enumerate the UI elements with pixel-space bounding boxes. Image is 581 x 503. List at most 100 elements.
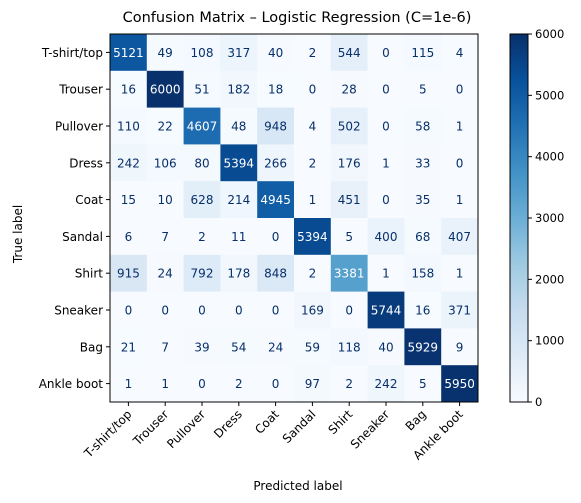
colorbar-tick-label: 1000 (535, 334, 564, 348)
plot-frame (109, 33, 479, 403)
cell-value-label: 0 (345, 304, 353, 318)
heatmap-cell (220, 328, 258, 366)
cell-value-label: 58 (415, 120, 430, 134)
heatmap-cell (183, 181, 221, 219)
y-tick-label: Sandal (62, 230, 103, 244)
cell-value-label: 22 (158, 120, 173, 134)
heatmap-cell (183, 328, 221, 366)
heatmap-cell (146, 144, 185, 182)
cell-value-label: 2 (198, 230, 206, 244)
cell-value-label: 451 (338, 193, 361, 207)
cell-value-label: 7 (161, 340, 169, 354)
heatmap-cell (294, 328, 332, 366)
heatmap-cell (367, 144, 405, 182)
heatmap-cell (330, 218, 369, 256)
cell-value-label: 10 (158, 193, 173, 207)
cell-value-label: 371 (448, 304, 471, 318)
heatmap-cell (441, 181, 479, 219)
heatmap-cell (441, 144, 479, 182)
cell-value-label: 0 (272, 230, 280, 244)
heatmap-cell (441, 328, 479, 366)
y-tick-label: Bag (80, 340, 103, 354)
y-tick-label: T-shirt/top (41, 46, 103, 60)
cell-value-label: 110 (117, 120, 140, 134)
cell-value-label: 118 (338, 340, 361, 354)
cell-value-label: 16 (121, 83, 136, 97)
heatmap-cell (367, 34, 405, 72)
heatmap-cell (330, 107, 369, 145)
cell-value-label: 3381 (334, 267, 365, 281)
cell-value-label: 2 (309, 156, 317, 170)
cell-value-label: 0 (272, 377, 280, 391)
heatmap-cell (367, 365, 405, 403)
heatmap-cell (146, 218, 185, 256)
cell-value-label: 792 (191, 267, 214, 281)
cell-value-label: 0 (198, 377, 206, 391)
cell-value-label: 6000 (150, 83, 181, 97)
cell-value-label: 6 (125, 230, 133, 244)
cell-value-label: 15 (121, 193, 136, 207)
x-tick-label: Coat (252, 407, 282, 437)
heatmap-cell (441, 291, 479, 329)
heatmap-cell (330, 365, 369, 403)
heatmap-cells (110, 34, 479, 403)
x-tick-label: Shirt (325, 407, 355, 437)
heatmap-cell (441, 365, 479, 403)
x-tick-label: Pullover (164, 407, 208, 451)
heatmap-cell (441, 70, 479, 109)
heatmap-cell (220, 144, 258, 182)
heatmap-cell (146, 70, 185, 109)
heatmap-cell (367, 254, 405, 293)
heatmap-cell (257, 144, 295, 182)
heatmap-cell-labels: 5121 49 108 317 40 2 544 0 115 416 6000 51 182 18 0 28 0… (113, 46, 475, 391)
colorbar-tick-label: 4000 (535, 150, 564, 164)
cell-value-label: 242 (375, 377, 398, 391)
heatmap-cell (441, 34, 479, 72)
heatmap-cell (404, 328, 442, 366)
heatmap-cell (146, 254, 185, 293)
y-tick-label: Sneaker (54, 304, 103, 318)
cell-value-label: 1 (382, 267, 390, 281)
heatmap-cell (294, 218, 332, 256)
heatmap-cell (367, 181, 405, 219)
heatmap-cell (146, 181, 185, 219)
cell-value-label: 502 (338, 120, 361, 134)
chart-title: Confusion Matrix – Logistic Regression (… (123, 10, 472, 26)
cell-value-label: 400 (375, 230, 398, 244)
cell-value-label: 24 (158, 267, 173, 281)
cell-value-label: 0 (456, 156, 464, 170)
heatmap-cell (146, 291, 185, 329)
colorbar-ticks: 0 1000 2000 3000 4000 5000 6000 (528, 27, 564, 409)
heatmap-cell (110, 291, 148, 329)
cell-value-label: 68 (415, 230, 430, 244)
cell-value-label: 115 (411, 46, 434, 60)
cell-value-label: 544 (338, 46, 361, 60)
cell-value-label: 5929 (408, 340, 439, 354)
heatmap-cell (367, 70, 405, 109)
cell-value-label: 1 (456, 267, 464, 281)
cell-value-label: 0 (382, 120, 390, 134)
heatmap-cell (294, 254, 332, 293)
cell-value-label: 1 (161, 377, 169, 391)
heatmap-cell (183, 254, 221, 293)
cell-value-label: 4 (456, 46, 464, 60)
cell-value-label: 1 (456, 193, 464, 207)
cell-value-label: 40 (268, 46, 283, 60)
heatmap-cell (110, 144, 148, 182)
cell-value-label: 0 (161, 304, 169, 318)
heatmap-cell (220, 181, 258, 219)
cell-value-label: 1 (309, 193, 317, 207)
heatmap-cell (183, 365, 221, 403)
x-tick-label: Sneaker (348, 407, 392, 451)
colorbar-tick-label: 0 (535, 395, 542, 409)
heatmap-cell (110, 34, 148, 72)
cell-value-label: 5394 (297, 230, 328, 244)
heatmap-cell (110, 70, 148, 109)
cell-value-label: 16 (415, 304, 430, 318)
heatmap-cell (441, 218, 479, 256)
heatmap-cell (404, 144, 442, 182)
heatmap-cell (404, 291, 442, 329)
x-axis-label: Predicted label (253, 479, 342, 493)
heatmap-cell (367, 328, 405, 366)
